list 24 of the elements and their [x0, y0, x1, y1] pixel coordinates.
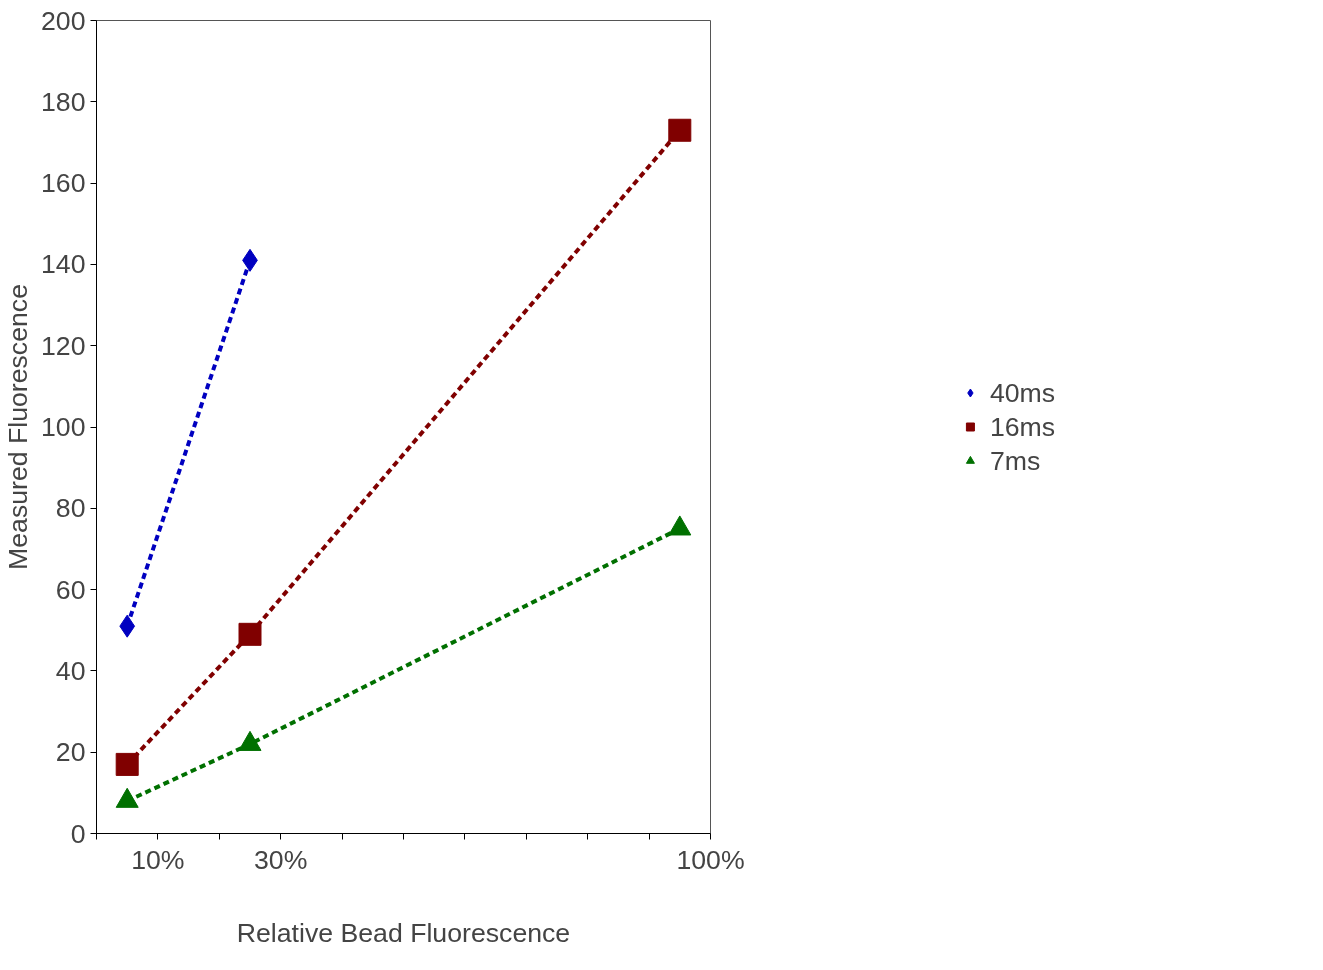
point: [238, 622, 262, 646]
x-tick-label: 30%: [254, 844, 308, 875]
y-tick-label: 120: [41, 330, 86, 361]
y-axis-title: Measured Fluorescence: [3, 284, 34, 570]
point: [238, 730, 262, 751]
y-tick-label: 0: [70, 818, 86, 849]
x-axis-title: Relative Bead Fluorescence: [236, 917, 571, 948]
y-tick-label: 160: [41, 168, 86, 199]
y-tick-label: 20: [55, 737, 86, 768]
legend-label: 40ms: [989, 377, 1056, 408]
point: [115, 752, 139, 776]
x-tick-label: 100%: [676, 844, 745, 875]
y-tick-label: 60: [55, 574, 86, 605]
y-tick-label: 80: [55, 493, 86, 524]
y-tick-label: 180: [41, 86, 86, 117]
y-tick-label: 40: [55, 655, 86, 686]
y-tick-label: 100: [41, 412, 86, 442]
point: [115, 787, 139, 808]
legend-label: 7ms: [989, 445, 1041, 476]
y-tick-label: 200: [41, 5, 86, 36]
x-tick-label: 10%: [131, 844, 185, 875]
point: [668, 118, 692, 142]
y-tick-label: 140: [41, 249, 86, 280]
legend-label: 16ms: [989, 411, 1056, 442]
